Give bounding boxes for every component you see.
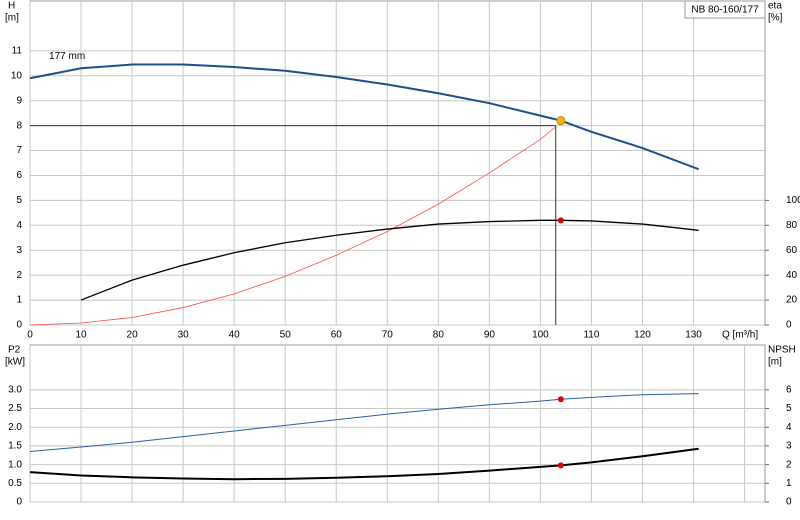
chart-title: NB 80-160/177 (691, 5, 759, 16)
y2-tick-label: 60 (786, 245, 798, 256)
y2-tick-label: 4 (786, 422, 792, 433)
y-tick-label: 7 (16, 145, 22, 156)
y2-tick-label: 0 (786, 497, 792, 508)
y2-tick-label: 5 (786, 403, 792, 414)
curve (29, 393, 699, 453)
y2-tick-label: 40 (786, 270, 798, 281)
y-tick-label: 10 (11, 70, 23, 81)
curve (80, 219, 699, 301)
x-tick-label: 50 (280, 330, 292, 341)
y-tick-label: 8 (16, 120, 22, 131)
y-tick-label: 2.0 (8, 422, 22, 433)
y-tick-label: 1.0 (8, 459, 22, 470)
y-tick-label: 5 (16, 195, 22, 206)
x-tick-label: 10 (75, 330, 87, 341)
y-tick-label: 2 (16, 270, 22, 281)
y2-tick-label: 2 (786, 459, 792, 470)
y-tick-label: 3.0 (8, 384, 22, 395)
operating-point (557, 217, 564, 224)
operating-point (557, 396, 564, 403)
curve (29, 126, 556, 326)
x-tick-label: 90 (484, 330, 496, 341)
x-tick-label: 20 (127, 330, 139, 341)
y2-tick-label: 6 (786, 384, 792, 395)
y-tick-label: 3 (16, 245, 22, 256)
x-tick-label: 40 (229, 330, 241, 341)
y-tick-label: 1 (16, 295, 22, 306)
y2-tick-label: 0 (786, 320, 792, 331)
y-tick-label: 6 (16, 170, 22, 181)
operating-point (557, 462, 564, 469)
y-tick-label: 0 (16, 497, 22, 508)
curve-label: 177 mm (49, 51, 85, 62)
y2-tick-label: 1 (786, 478, 792, 489)
x-tick-label: 0 (27, 330, 33, 341)
y-tick-label: 9 (16, 95, 22, 106)
y2-axis-label: eta (768, 1, 782, 12)
y2-axis-label: [%] (768, 13, 783, 24)
y2-tick-label: 3 (786, 441, 792, 452)
y-tick-label: 11 (12, 45, 23, 56)
x-tick-label: 130 (685, 330, 702, 341)
y-tick-label: 0 (16, 320, 22, 331)
curve (29, 63, 699, 171)
x-tick-label: 70 (382, 330, 394, 341)
title-box (684, 0, 766, 19)
x-tick-label: 60 (331, 330, 343, 341)
y-axis-label: H (8, 1, 15, 12)
x-tick-label: 110 (583, 330, 599, 341)
y2-tick-label: 20 (786, 295, 798, 306)
x-tick-label: 120 (634, 330, 651, 341)
x-tick-label: 100 (532, 330, 549, 341)
y-tick-label: 2.5 (8, 403, 22, 414)
y-tick-label: 1.5 (8, 441, 22, 452)
y-tick-label: 4 (16, 220, 22, 231)
y2-axis-label: NPSH (768, 345, 796, 356)
operating-point (556, 116, 566, 126)
y-axis-label: [kW] (5, 357, 25, 368)
y-axis-label: [m] (5, 13, 19, 24)
y-tick-label: 0.5 (8, 478, 22, 489)
y2-axis-label: [m] (768, 357, 782, 368)
plot-frame (29, 0, 766, 326)
x-axis-label: Q [m³/h] (722, 330, 758, 341)
y2-tick-label: 80 (786, 220, 798, 231)
y-axis-label: P2 (8, 345, 21, 356)
y2-tick-label: 100 (786, 195, 800, 206)
x-tick-label: 80 (433, 330, 445, 341)
curve (29, 447, 699, 481)
x-tick-label: 30 (178, 330, 190, 341)
